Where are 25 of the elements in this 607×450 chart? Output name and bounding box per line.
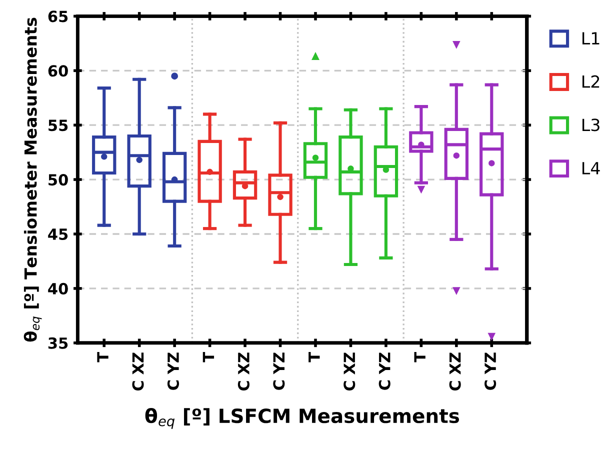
y-axis-title: θ$_{eq}$ [º] Tensiometer Measurements xyxy=(24,18,42,342)
legend-label: L4 xyxy=(582,162,600,174)
legend-label: L2 xyxy=(582,75,600,88)
x-tick-label: C YZ xyxy=(167,352,180,390)
y-tick-label: 50 xyxy=(48,174,68,186)
x-tick-label: T xyxy=(414,352,426,362)
x-tick-label: C XZ xyxy=(449,352,461,391)
x-tick-label: C XZ xyxy=(344,352,356,391)
x-tick-label: T xyxy=(202,352,214,362)
legend-label: L1 xyxy=(582,32,600,44)
y-tick-label: 60 xyxy=(48,65,68,77)
x-tick-label: C XZ xyxy=(238,352,250,391)
x-axis-title: θ$_{eq}$ [º] LSFCM Measurements xyxy=(145,408,460,429)
x-tick-label: C XZ xyxy=(132,352,144,391)
x-tick-label: C YZ xyxy=(484,352,496,390)
y-tick-label: 65 xyxy=(48,10,68,22)
y-tick-label: 55 xyxy=(48,120,68,132)
y-tick-label: 45 xyxy=(48,228,68,240)
x-tick-label: C YZ xyxy=(378,352,390,390)
x-tick-label: T xyxy=(97,352,108,362)
legend-label: L3 xyxy=(582,118,600,132)
y-tick-label: 35 xyxy=(48,337,68,349)
x-tick-label: T xyxy=(308,352,320,362)
y-tick-label: 40 xyxy=(48,282,68,294)
x-tick-label: C YZ xyxy=(273,352,285,390)
